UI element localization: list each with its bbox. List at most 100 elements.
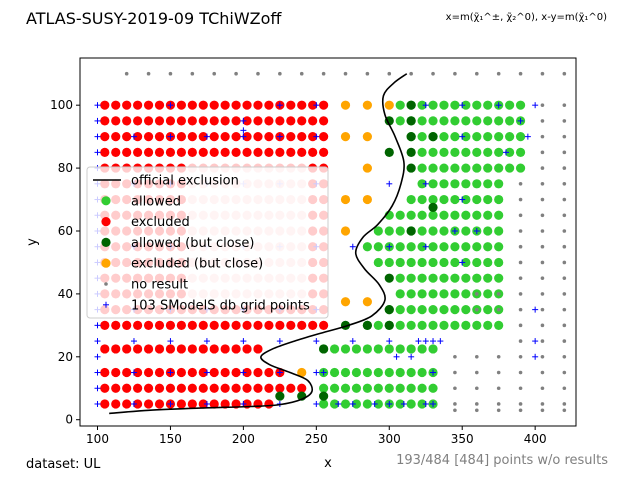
allowed-point (373, 344, 383, 354)
allowed-point (483, 163, 493, 173)
allowed-close-point (319, 344, 329, 354)
excluded-point (176, 100, 186, 110)
no-result-point (518, 292, 523, 296)
grid-point-marker (371, 400, 378, 407)
allowed-point (483, 147, 493, 157)
no-result-point (453, 408, 457, 413)
excluded-point (176, 147, 186, 157)
excluded-point (165, 320, 176, 330)
no-result-point (518, 386, 523, 391)
allowed-point (395, 242, 405, 252)
allowed-point (450, 194, 460, 205)
allowed-point (351, 344, 362, 354)
excluded-point (220, 367, 230, 378)
allowed-point (340, 367, 351, 378)
legend-entry-label: no result (131, 278, 188, 293)
legend-entry-label: official exclusion (131, 174, 239, 189)
excluded-point (286, 132, 296, 142)
excluded-point (176, 383, 186, 393)
allowed-point (439, 242, 449, 252)
excluded-point (187, 147, 197, 157)
excluded-point (319, 132, 329, 142)
allowed-point (494, 242, 504, 252)
allowed-point (439, 257, 449, 268)
allowed-point (406, 289, 416, 299)
excluded-point (198, 147, 208, 157)
excluded-point (143, 383, 154, 393)
allowed-point (461, 163, 471, 173)
excluded-point (122, 367, 132, 378)
allowed-point (505, 116, 515, 126)
allowed-point (472, 147, 482, 157)
excluded-point (133, 100, 143, 110)
legend-entry-label: 103 SModelS db grid points (131, 298, 310, 313)
excluded-close-point (340, 100, 351, 110)
x-axis-label: x (324, 456, 332, 471)
excluded-point (176, 367, 186, 378)
excluded-point (297, 116, 307, 126)
excluded-point (187, 132, 197, 142)
excluded-point (111, 116, 121, 126)
allowed-point (472, 116, 482, 126)
excluded-point (264, 399, 274, 409)
excluded-point (231, 100, 241, 110)
allowed-point (384, 344, 394, 354)
legend-entry-label: excluded (131, 215, 190, 230)
excluded-point (209, 147, 219, 157)
allowed-point (461, 305, 471, 315)
no-result-point (518, 339, 523, 343)
allowed-point (351, 383, 362, 393)
excluded-point (319, 320, 329, 330)
allowed-point (515, 147, 526, 157)
no-result-point (540, 402, 545, 406)
grid-point-marker (276, 133, 283, 140)
no-result-point (453, 71, 457, 76)
allowed-point (395, 399, 405, 409)
allowed-point (428, 289, 438, 299)
grid-point-marker (94, 400, 101, 407)
no-result-point (124, 71, 129, 76)
excluded-point (220, 383, 230, 393)
allowed-point (373, 367, 383, 378)
excluded-point (111, 367, 121, 378)
no-result-point (540, 166, 545, 170)
allowed-point (515, 132, 526, 142)
excluded-point (319, 116, 329, 126)
excluded-point (100, 100, 110, 110)
excluded-point (253, 320, 263, 330)
allowed-point (450, 179, 460, 189)
excluded-point (100, 399, 110, 409)
allowed-point (439, 100, 449, 110)
excluded-close-point (362, 194, 372, 205)
no-result-point (540, 103, 545, 107)
no-result-point (453, 402, 457, 406)
no-result-point (562, 260, 567, 265)
excluded-point (111, 147, 121, 157)
excluded-point (154, 344, 165, 354)
allowed-point (384, 367, 394, 378)
no-result-point (212, 71, 217, 76)
grid-point-marker (240, 117, 247, 124)
allowed-point (461, 242, 471, 252)
allowed-point (417, 289, 427, 299)
allowed-point (428, 210, 438, 220)
allowed-close-point (275, 391, 285, 401)
grid-point-marker (349, 243, 356, 250)
excluded-point (100, 147, 110, 157)
allowed-point (472, 194, 482, 205)
legend-small-marker (104, 282, 108, 286)
allowed-point (439, 132, 449, 142)
allowed-point (395, 226, 405, 236)
excluded-point (122, 344, 132, 354)
allowed-point (417, 210, 427, 220)
no-result-point (343, 71, 348, 76)
allowed-point (395, 257, 405, 268)
grid-point-marker (94, 338, 101, 345)
allowed-point (483, 226, 493, 236)
allowed-series (319, 100, 526, 409)
excluded-point (154, 320, 165, 330)
allowed-point (406, 305, 416, 315)
excluded-point (143, 320, 154, 330)
grid-point-marker (532, 306, 539, 313)
allowed-point (340, 383, 351, 393)
